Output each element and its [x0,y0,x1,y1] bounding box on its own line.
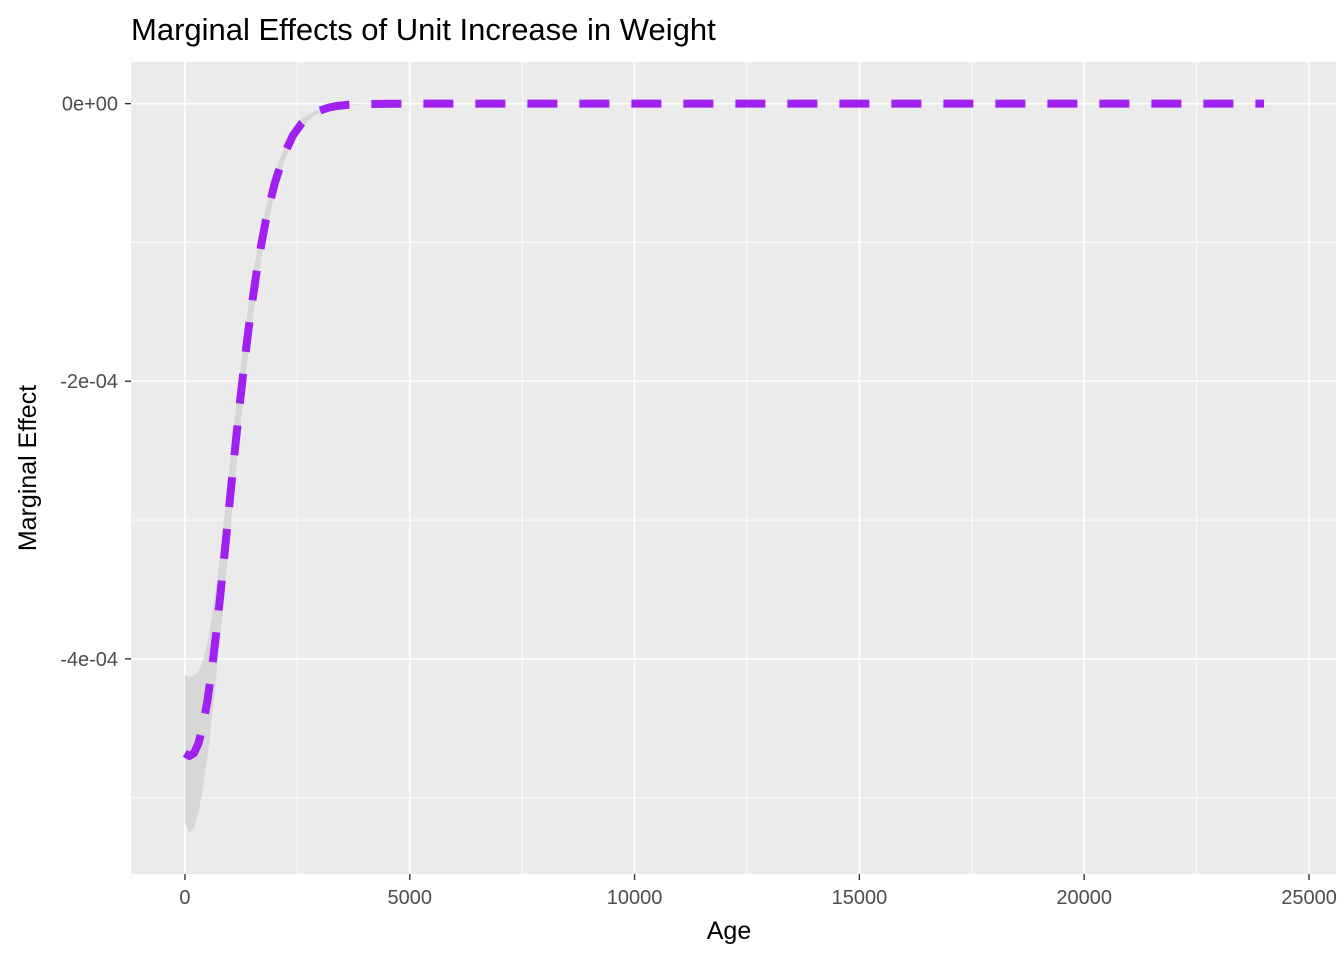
grid-major [131,62,1336,874]
grid-minor [131,62,1336,874]
y-tick-label: -4e-04 [60,649,118,671]
x-tick-label: 25000 [1281,887,1337,909]
y-tick-label: -2e-04 [60,371,118,393]
x-tick-label: 5000 [388,887,433,909]
y-axis-title: Marginal Effect [14,385,42,551]
chart-title: Marginal Effects of Unit Increase in Wei… [131,12,716,47]
x-tick-label: 0 [179,887,190,909]
x-tick-label: 20000 [1056,887,1112,909]
x-axis-title: Age [707,917,751,945]
plot-panel [131,62,1336,874]
y-axis-ticks: 0e+00 -2e-04 -4e-04 [60,94,131,671]
marginal-effect-line [182,99,1265,761]
y-tick-label: 0e+00 [62,94,118,116]
x-tick-label: 15000 [832,887,888,909]
x-tick-label: 10000 [607,887,663,909]
x-axis-ticks: 0 5000 10000 15000 20000 25000 [179,874,1337,909]
